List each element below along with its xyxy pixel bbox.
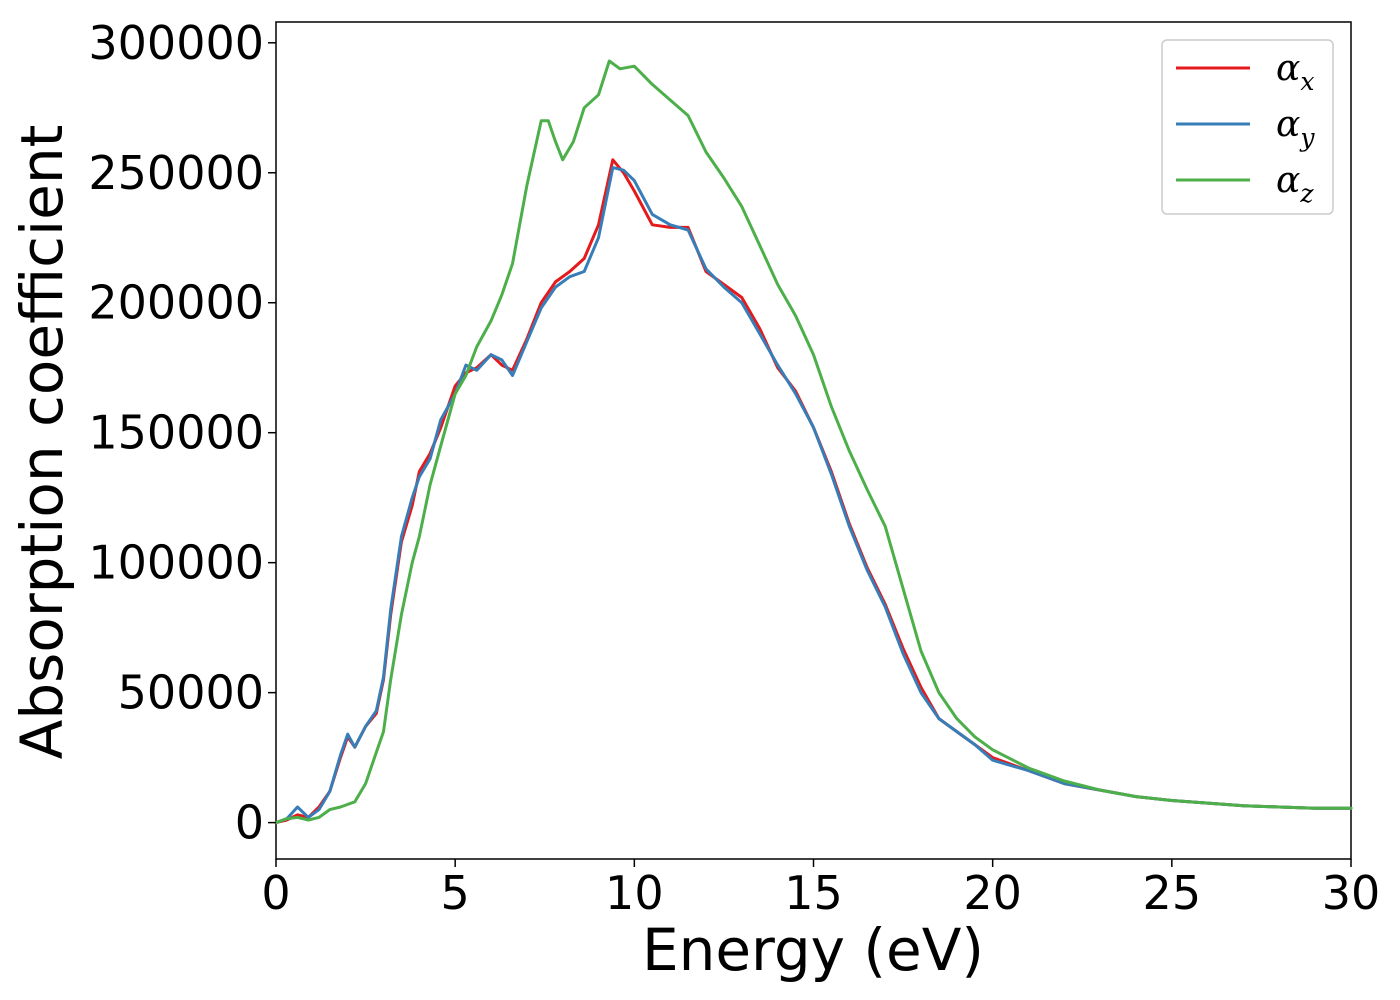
x-axis-title: Energy (eV) [642, 916, 984, 984]
series-line-y [274, 166, 1353, 825]
legend-label-z: αz [1276, 160, 1314, 208]
x-axis: 0 5 10 15 20 25 30 [261, 859, 1380, 920]
legend-label-y: αy [1276, 104, 1315, 152]
y-axis-title: Absorption coefficient [8, 125, 76, 760]
legend-symbol: α [1276, 104, 1300, 145]
series-layer [274, 59, 1353, 825]
y-tick-label: 200000 [88, 276, 264, 330]
y-tick-label: 150000 [88, 406, 264, 460]
x-tick-label: 10 [605, 866, 664, 920]
legend-symbol: α [1276, 48, 1300, 89]
series-line-z [274, 59, 1353, 825]
y-tick-label: 50000 [118, 666, 264, 720]
legend-subscript: x [1300, 67, 1314, 96]
y-tick-label: 250000 [88, 146, 264, 200]
y-tick-label: 100000 [88, 536, 264, 590]
legend-symbol: α [1276, 160, 1300, 201]
x-tick-label: 5 [441, 866, 470, 920]
x-tick-label: 15 [784, 866, 843, 920]
legend-label-x: αx [1276, 48, 1314, 96]
legend-frame [1161, 39, 1334, 215]
x-tick-label: 30 [1322, 866, 1381, 920]
legend-subscript: y [1299, 123, 1315, 152]
legend-subscript: z [1299, 179, 1314, 208]
y-tick-label: 0 [235, 796, 264, 850]
y-axis: 0 50000 100000 150000 200000 250000 300000 [88, 16, 276, 850]
x-tick-label: 0 [261, 866, 290, 920]
x-tick-label: 20 [963, 866, 1022, 920]
y-tick-label: 300000 [88, 16, 264, 70]
x-tick-label: 25 [1143, 866, 1202, 920]
